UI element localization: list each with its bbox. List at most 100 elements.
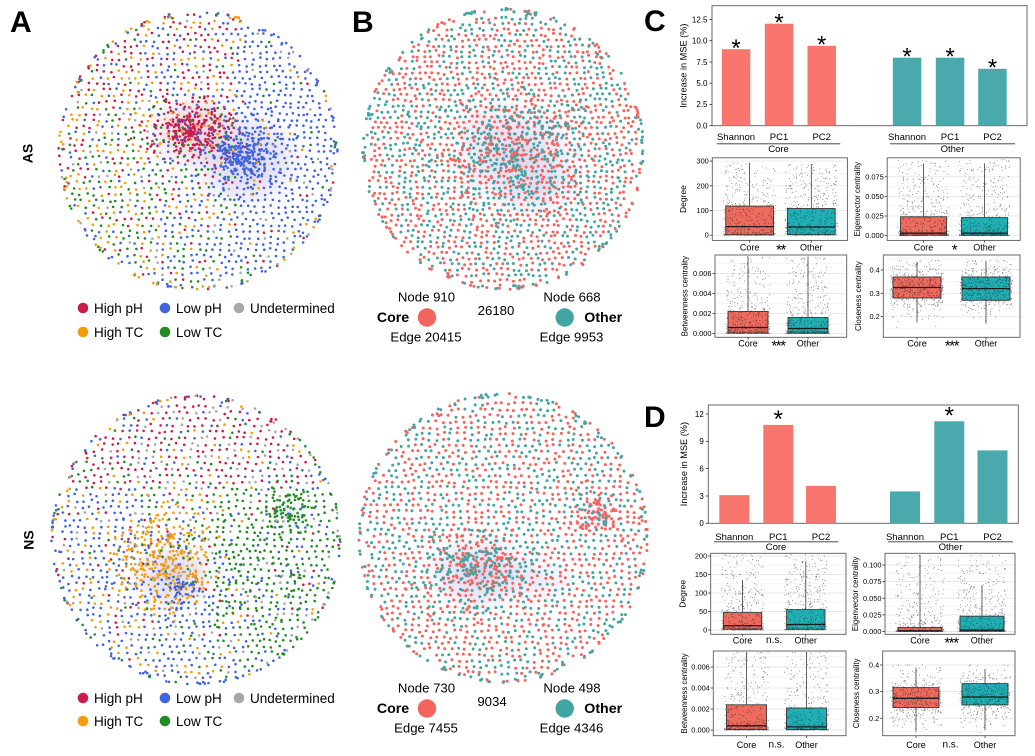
svg-text:n.s.: n.s.: [942, 740, 958, 751]
svg-text:High TC: High TC: [94, 714, 144, 729]
svg-text:Other: Other: [797, 339, 820, 349]
svg-text:9: 9: [699, 437, 704, 446]
svg-text:Betweenness centrality: Betweenness centrality: [680, 653, 689, 733]
svg-text:Edge 7455: Edge 7455: [394, 721, 458, 736]
svg-text:3: 3: [699, 492, 704, 501]
svg-text:100: 100: [695, 589, 707, 598]
svg-text:B: B: [352, 6, 374, 39]
svg-text:*: *: [774, 406, 783, 433]
svg-text:0.006: 0.006: [693, 269, 712, 278]
svg-text:Low TC: Low TC: [176, 714, 223, 729]
svg-text:Other: Other: [795, 740, 818, 750]
svg-text:6: 6: [699, 464, 704, 473]
svg-text:0: 0: [699, 519, 704, 528]
svg-text:*: *: [952, 242, 958, 259]
svg-text:Core: Core: [740, 242, 760, 252]
svg-text:Core: Core: [738, 339, 758, 349]
svg-text:NS: NS: [21, 530, 37, 549]
svg-text:0.000: 0.000: [865, 231, 884, 240]
svg-text:26180: 26180: [478, 303, 515, 318]
svg-text:Other: Other: [939, 542, 963, 553]
svg-text:PC1: PC1: [769, 532, 787, 543]
svg-text:Other: Other: [974, 740, 997, 750]
svg-text:Degree: Degree: [678, 580, 688, 608]
svg-text:*: *: [902, 43, 911, 70]
svg-text:0: 0: [705, 231, 709, 240]
svg-text:n.s.: n.s.: [766, 635, 782, 646]
svg-text:Shannon: Shannon: [886, 532, 924, 543]
svg-text:**: **: [776, 242, 786, 259]
svg-text:Increase in MSE (%): Increase in MSE (%): [679, 24, 689, 108]
svg-text:C: C: [644, 5, 666, 38]
svg-text:Core: Core: [907, 339, 927, 349]
svg-text:Other: Other: [941, 144, 965, 155]
svg-text:0: 0: [703, 626, 707, 635]
svg-text:200: 200: [696, 181, 708, 190]
svg-text:0.2: 0.2: [869, 714, 879, 723]
svg-text:0.4: 0.4: [870, 266, 880, 275]
svg-text:Edge 4346: Edge 4346: [540, 721, 604, 736]
svg-text:D: D: [644, 401, 666, 434]
svg-text:Core: Core: [906, 740, 926, 750]
svg-text:150: 150: [695, 570, 707, 579]
svg-text:PC2: PC2: [983, 532, 1001, 543]
svg-text:Closeness centrality: Closeness centrality: [852, 658, 861, 728]
svg-text:Shannon: Shannon: [888, 132, 926, 143]
svg-text:Core: Core: [768, 144, 789, 155]
svg-text:0.3: 0.3: [870, 289, 880, 298]
svg-text:Edge 20415: Edge 20415: [390, 330, 461, 345]
svg-text:Other: Other: [971, 636, 994, 646]
svg-text:Other: Other: [800, 242, 823, 252]
svg-text:Low TC: Low TC: [176, 325, 223, 340]
svg-text:0.004: 0.004: [693, 289, 712, 298]
svg-text:Node 910: Node 910: [398, 290, 455, 305]
svg-text:PC1: PC1: [940, 532, 958, 543]
svg-text:0.002: 0.002: [693, 309, 712, 318]
svg-text:Other: Other: [584, 310, 622, 326]
svg-text:High pH: High pH: [94, 691, 143, 706]
svg-text:Edge 9953: Edge 9953: [540, 330, 604, 345]
svg-text:Shannon: Shannon: [717, 132, 755, 143]
svg-text:10.0: 10.0: [692, 37, 708, 46]
svg-text:***: ***: [945, 338, 960, 355]
svg-text:0.075: 0.075: [865, 172, 884, 181]
svg-text:PC2: PC2: [812, 532, 830, 543]
svg-text:Other: Other: [584, 701, 622, 717]
svg-text:Betweenness centrality: Betweenness centrality: [681, 256, 690, 336]
svg-text:High pH: High pH: [94, 301, 143, 316]
svg-text:PC2: PC2: [812, 132, 830, 143]
svg-text:7.5: 7.5: [696, 58, 708, 67]
svg-text:***: ***: [944, 635, 959, 652]
svg-text:Closeness centrality: Closeness centrality: [854, 261, 863, 331]
svg-text:Degree: Degree: [678, 185, 688, 213]
svg-text:Undetermined: Undetermined: [250, 691, 335, 706]
svg-text:Core: Core: [377, 310, 409, 326]
svg-text:9034: 9034: [477, 694, 506, 709]
svg-text:0.050: 0.050: [865, 192, 884, 201]
svg-text:0.025: 0.025: [865, 212, 884, 221]
svg-text:0.2: 0.2: [870, 312, 880, 321]
svg-text:*: *: [731, 35, 740, 62]
svg-text:0.006: 0.006: [691, 663, 710, 672]
svg-text:Node 730: Node 730: [398, 681, 455, 696]
svg-text:Core: Core: [377, 701, 409, 717]
svg-text:Other: Other: [973, 242, 996, 252]
svg-text:Low pH: Low pH: [176, 691, 222, 706]
svg-text:Other: Other: [975, 339, 998, 349]
svg-text:***: ***: [771, 338, 786, 355]
svg-text:PC1: PC1: [941, 132, 959, 143]
svg-text:100: 100: [696, 206, 708, 215]
svg-text:Increase in MSE (%): Increase in MSE (%): [679, 422, 689, 506]
svg-text:0.100: 0.100: [863, 561, 882, 570]
svg-text:0.000: 0.000: [691, 726, 710, 735]
svg-text:*: *: [817, 32, 826, 59]
svg-text:0.000: 0.000: [693, 329, 712, 338]
svg-text:Other: Other: [795, 636, 818, 646]
svg-text:Node 668: Node 668: [543, 290, 600, 305]
svg-text:50: 50: [699, 607, 707, 616]
svg-text:AS: AS: [20, 144, 36, 163]
svg-text:0.4: 0.4: [869, 661, 879, 670]
svg-text:PC2: PC2: [983, 132, 1001, 143]
svg-text:Undetermined: Undetermined: [250, 301, 335, 316]
svg-text:Eigenvector centrality: Eigenvector centrality: [851, 556, 860, 631]
